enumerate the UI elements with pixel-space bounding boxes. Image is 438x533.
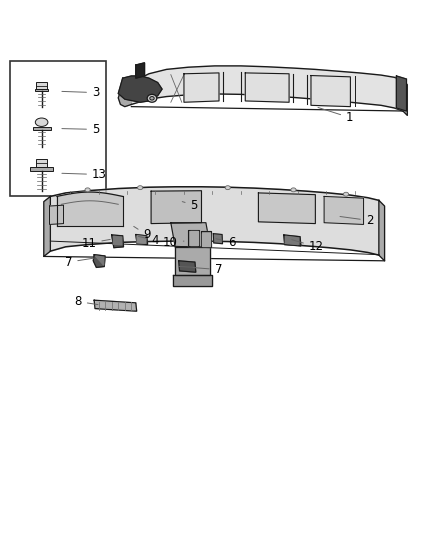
Polygon shape — [175, 247, 210, 275]
Bar — [36, 82, 47, 89]
Ellipse shape — [343, 192, 349, 196]
Ellipse shape — [147, 94, 157, 102]
Polygon shape — [136, 235, 148, 245]
Bar — [10, 61, 106, 197]
Text: 2: 2 — [340, 214, 373, 227]
Ellipse shape — [150, 96, 154, 100]
Ellipse shape — [35, 118, 48, 126]
Bar — [36, 159, 47, 167]
Bar — [33, 127, 50, 130]
Text: 1: 1 — [318, 108, 353, 124]
Polygon shape — [285, 236, 299, 245]
Polygon shape — [245, 73, 289, 102]
Text: 3: 3 — [62, 86, 99, 99]
Polygon shape — [95, 256, 104, 265]
Polygon shape — [403, 80, 407, 115]
Polygon shape — [136, 63, 145, 78]
Polygon shape — [49, 205, 64, 224]
Polygon shape — [311, 76, 350, 107]
Text: 13: 13 — [62, 168, 107, 181]
Polygon shape — [396, 76, 406, 111]
Polygon shape — [131, 66, 403, 111]
Text: 8: 8 — [74, 295, 98, 308]
Polygon shape — [213, 233, 223, 244]
Polygon shape — [137, 236, 146, 243]
Polygon shape — [96, 302, 134, 310]
Text: 4: 4 — [138, 233, 159, 247]
Text: 9: 9 — [134, 227, 151, 241]
Polygon shape — [93, 255, 105, 268]
Polygon shape — [190, 231, 198, 245]
Text: 7: 7 — [193, 263, 222, 276]
Polygon shape — [173, 275, 212, 286]
Text: 5: 5 — [62, 123, 99, 136]
Polygon shape — [57, 192, 123, 226]
Polygon shape — [94, 300, 137, 311]
Ellipse shape — [85, 188, 90, 192]
Polygon shape — [188, 230, 199, 246]
Polygon shape — [118, 83, 131, 107]
Text: 7: 7 — [65, 256, 94, 269]
Polygon shape — [184, 73, 219, 102]
Ellipse shape — [291, 188, 296, 192]
Ellipse shape — [225, 185, 230, 190]
Bar — [35, 89, 48, 91]
Polygon shape — [151, 191, 201, 223]
Text: 10: 10 — [163, 236, 184, 249]
Polygon shape — [112, 235, 124, 248]
Polygon shape — [202, 233, 210, 246]
Polygon shape — [171, 223, 210, 247]
Bar — [30, 167, 53, 171]
Ellipse shape — [138, 185, 143, 190]
Polygon shape — [44, 197, 50, 256]
Polygon shape — [324, 197, 364, 224]
Text: 6: 6 — [216, 236, 235, 249]
Polygon shape — [113, 236, 122, 245]
Polygon shape — [50, 187, 379, 255]
Polygon shape — [258, 193, 315, 223]
Polygon shape — [179, 261, 196, 272]
Text: 11: 11 — [81, 237, 110, 250]
Polygon shape — [379, 200, 385, 261]
Polygon shape — [201, 231, 211, 247]
Text: 12: 12 — [292, 240, 324, 253]
Polygon shape — [118, 76, 162, 102]
Polygon shape — [284, 235, 301, 246]
Text: 5: 5 — [182, 199, 198, 212]
